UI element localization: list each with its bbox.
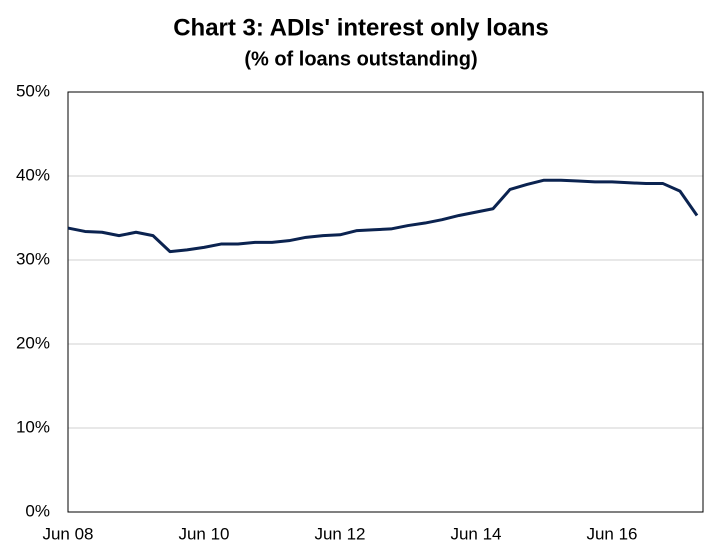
x-tick-label: Jun 16 [586, 524, 637, 543]
chart-subtitle: (% of loans outstanding) [244, 48, 477, 70]
plot-frame [67, 91, 704, 513]
y-tick-label: 0% [25, 501, 50, 520]
y-tick-label: 50% [16, 81, 50, 100]
y-tick-label: 20% [16, 333, 50, 352]
y-tick-label: 40% [16, 165, 50, 184]
x-tick-label: Jun 08 [42, 524, 93, 543]
y-tick-label: 10% [16, 417, 50, 436]
x-tick-label: Jun 10 [178, 524, 229, 543]
chart-title: Chart 3: ADIs' interest only loans [173, 14, 549, 41]
x-tick-label: Jun 14 [450, 524, 501, 543]
line-series [67, 178, 699, 254]
y-tick-label: 30% [16, 249, 50, 268]
x-tick-label: Jun 12 [314, 524, 365, 543]
